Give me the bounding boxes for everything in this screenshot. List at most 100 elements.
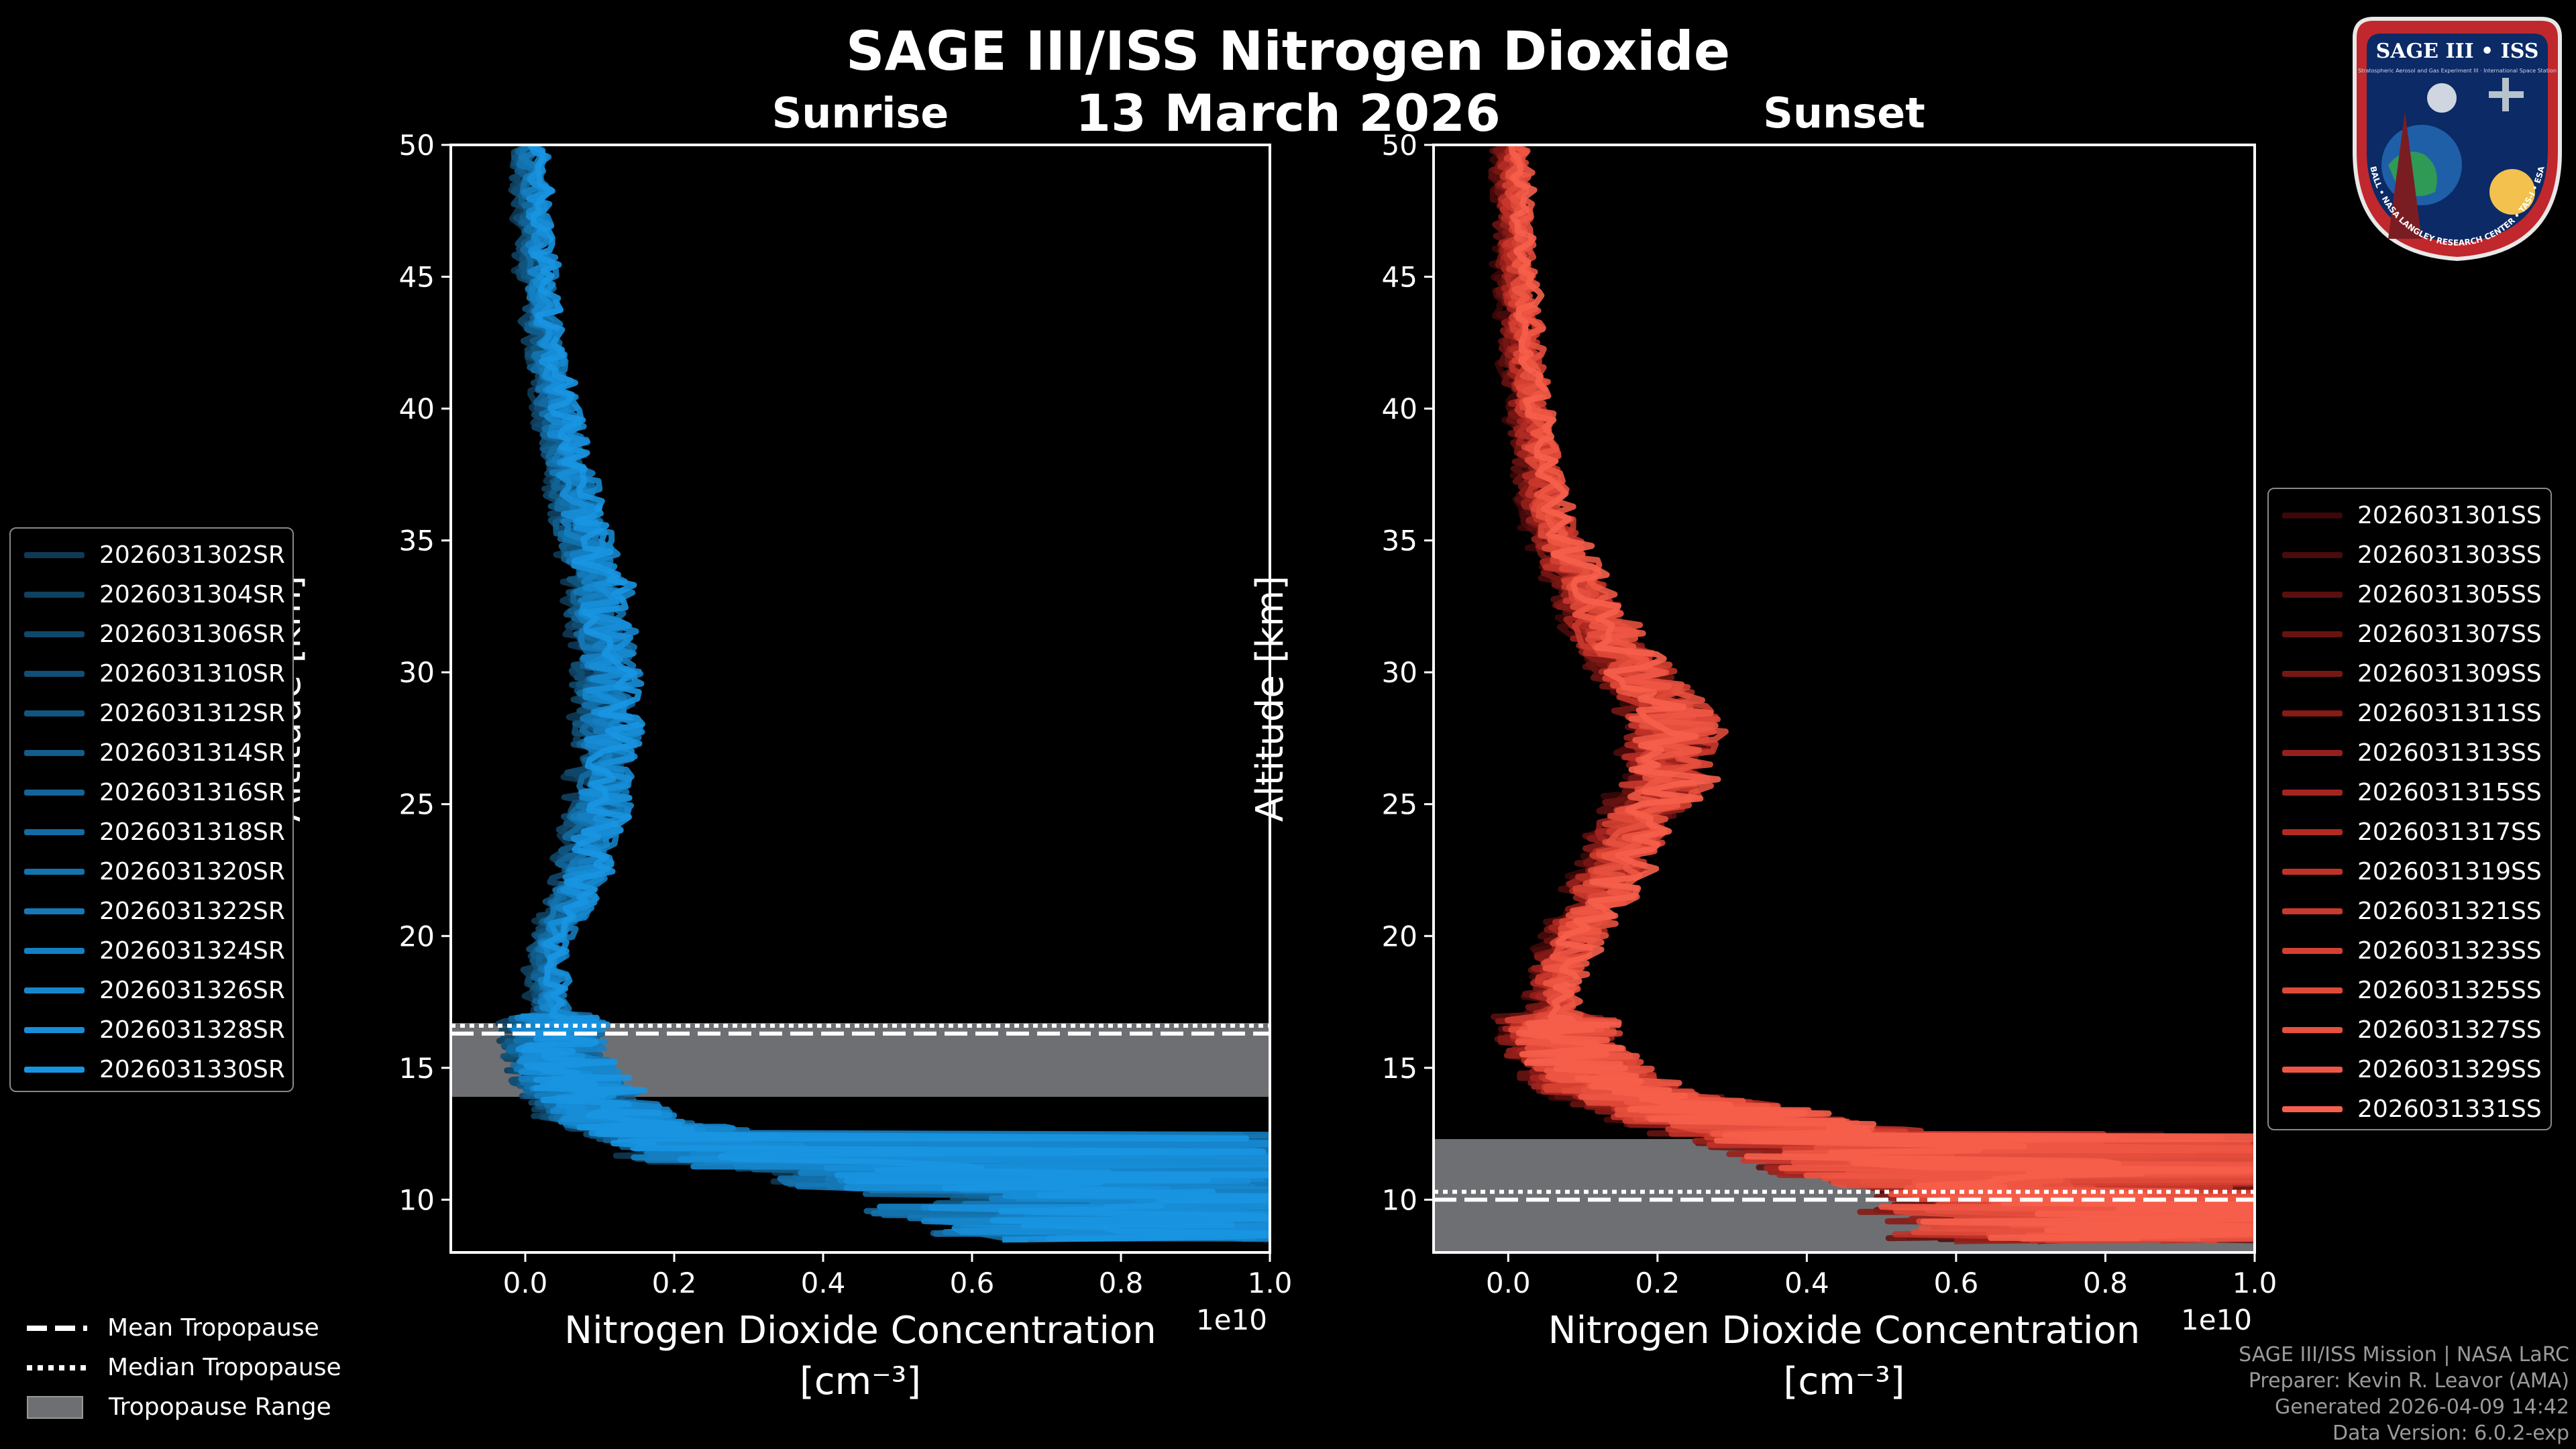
- tropopause-legend: Mean Tropopause Median Tropopause Tropop…: [20, 1308, 396, 1429]
- sunset-ytick-label: 35: [1382, 525, 1417, 557]
- sunset-legend-label: 2026031301SS: [2357, 502, 2542, 529]
- sunrise-legend-swatch: [24, 869, 85, 875]
- sunset-legend-label: 2026031319SS: [2357, 858, 2542, 885]
- sunset-legend-swatch: [2282, 592, 2343, 598]
- sunrise-ytick-label: 40: [399, 392, 435, 425]
- sunrise-legend-label: 2026031310SR: [99, 660, 285, 688]
- sunrise-ytick-label: 15: [399, 1052, 435, 1085]
- sunrise-legend-swatch: [24, 671, 85, 677]
- sunrise-xtick-label: 0.6: [950, 1267, 995, 1299]
- figure-title: SAGE III/ISS Nitrogen Dioxide: [845, 20, 1731, 83]
- sunrise-legend-swatch: [24, 552, 85, 558]
- sunrise-legend-item: 2026031304SR: [11, 575, 285, 614]
- sunrise-legend-item: 2026031318SR: [11, 812, 285, 852]
- sunset-legend-item: 2026031331SS: [2269, 1089, 2542, 1129]
- sunset-ytick-label: 10: [1382, 1183, 1417, 1216]
- sunrise-legend-item: 2026031322SR: [11, 892, 285, 931]
- sunset-legend-label: 2026031313SS: [2357, 739, 2542, 767]
- legend-tropopause-range: Tropopause Range: [20, 1387, 331, 1427]
- sage-iii-iss-mission-badge: SAGE III • ISS Stratospheric Aerosol and…: [2353, 17, 2562, 262]
- sunset-legend-swatch: [2282, 1067, 2343, 1073]
- figure-date: 13 March 2026: [1075, 83, 1501, 143]
- sunset-legend-label: 2026031329SS: [2357, 1056, 2542, 1083]
- sunset-legend-item: 2026031321SS: [2269, 892, 2542, 931]
- legend-mean-tropopause: Mean Tropopause: [20, 1308, 319, 1348]
- sunrise-legend-swatch: [24, 790, 85, 796]
- sunrise-legend-item: 2026031310SR: [11, 654, 285, 694]
- sunrise-legend-item: 2026031330SR: [11, 1050, 285, 1089]
- sunset-ytick-label: 15: [1382, 1052, 1417, 1085]
- sunset-xtick-label: 1.0: [2233, 1267, 2277, 1299]
- sunset-legend-item: 2026031313SS: [2269, 733, 2542, 773]
- sunrise-legend-item: 2026031302SR: [11, 535, 285, 575]
- dotted-line-icon: [27, 1364, 87, 1371]
- sunrise-legend: 2026031302SR 2026031304SR 2026031306SR 2026…: [9, 527, 294, 1092]
- sunset-xtick-label: 0.0: [1486, 1267, 1531, 1299]
- sunrise-legend-label: 2026031324SR: [99, 937, 285, 965]
- sunset-legend-item: 2026031301SS: [2269, 496, 2542, 535]
- sunset-legend-label: 2026031331SS: [2357, 1095, 2542, 1123]
- sunrise-xtick-label: 0.8: [1099, 1267, 1144, 1299]
- sunset-legend-label: 2026031325SS: [2357, 977, 2542, 1004]
- sunset-legend-label: 2026031303SS: [2357, 541, 2542, 569]
- credits-version: Data Version: 6.0.2-exp: [2332, 1421, 2569, 1445]
- sunrise-xtick-label: 0.4: [801, 1267, 846, 1299]
- robed-figure-icon: [2388, 111, 2422, 239]
- sunset-legend-item: 2026031307SS: [2269, 614, 2542, 654]
- sunset-legend-swatch: [2282, 1106, 2343, 1112]
- sunset-legend-label: 2026031305SS: [2357, 581, 2542, 608]
- sunset-legend-label: 2026031315SS: [2357, 779, 2542, 806]
- sunset-xtick-label: 0.8: [2083, 1267, 2128, 1299]
- sunset-legend-swatch: [2282, 948, 2343, 954]
- sunset-panel-title: Sunset: [1763, 89, 1925, 138]
- sunset-ytick-label: 20: [1382, 920, 1417, 953]
- sunrise-legend-item: 2026031320SR: [11, 852, 285, 892]
- sunrise-ytick-label: 30: [399, 656, 435, 689]
- sunrise-legend-item: 2026031328SR: [11, 1010, 285, 1050]
- credits-preparer: Preparer: Kevin R. Leavor (AMA): [2248, 1369, 2569, 1393]
- sunrise-legend-label: 2026031328SR: [99, 1016, 285, 1044]
- sunset-xtick-label: 0.6: [1934, 1267, 1979, 1299]
- credits-generated: Generated 2026-04-09 14:42: [2274, 1395, 2569, 1419]
- sunset-legend-label: 2026031327SS: [2357, 1016, 2542, 1044]
- sunrise-legend-swatch: [24, 829, 85, 835]
- sunrise-legend-label: 2026031306SR: [99, 621, 285, 648]
- sunset-ytick-label: 30: [1382, 656, 1417, 689]
- sunrise-ytick-label: 20: [399, 920, 435, 953]
- legend-range-label: Tropopause Range: [109, 1393, 331, 1421]
- sunset-legend-label: 2026031317SS: [2357, 818, 2542, 846]
- sunset-legend-item: 2026031327SS: [2269, 1010, 2542, 1050]
- sunset-ytick-label: 25: [1382, 788, 1417, 821]
- sunset-legend: 2026031301SS 2026031303SS 2026031305SS 2026…: [2267, 488, 2552, 1130]
- sunrise-legend-label: 2026031330SR: [99, 1056, 285, 1083]
- sunset-legend-swatch: [2282, 987, 2343, 994]
- sunset-legend-swatch: [2282, 631, 2343, 637]
- sunset-legend-label: 2026031321SS: [2357, 898, 2542, 925]
- sunset-legend-swatch: [2282, 671, 2343, 677]
- sunset-legend-label: 2026031307SS: [2357, 621, 2542, 648]
- sunrise-legend-item: 2026031314SR: [11, 733, 285, 773]
- sunset-axes-frame: [1432, 144, 2256, 1254]
- sunset-xlabel-units: [cm⁻³]: [1783, 1360, 1904, 1403]
- legend-median-label: Median Tropopause: [107, 1354, 341, 1381]
- sunset-xlabel: Nitrogen Dioxide Concentration: [1548, 1309, 2141, 1352]
- sunrise-ytick-label: 35: [399, 525, 435, 557]
- sunrise-legend-label: 2026031318SR: [99, 818, 285, 846]
- badge-title: SAGE III • ISS: [2376, 40, 2539, 63]
- sunrise-legend-swatch: [24, 1067, 85, 1073]
- sunrise-legend-swatch: [24, 987, 85, 994]
- sunrise-plot: 0.0 0.2 0.4 0.6 0.8 1.0 10 15 20 25 30 35 40 45 50 Sunr…: [266, 89, 1292, 1403]
- sunset-ylabel: Altitude [km]: [1248, 576, 1292, 822]
- sunset-legend-swatch: [2282, 552, 2343, 558]
- sunset-ytick-label: 50: [1382, 129, 1417, 162]
- sunrise-legend-label: 2026031320SR: [99, 858, 285, 885]
- sunrise-ytick-label: 25: [399, 788, 435, 821]
- sunrise-legend-label: 2026031316SR: [99, 779, 285, 806]
- sunset-legend-item: 2026031311SS: [2269, 694, 2542, 733]
- sunrise-xlabel-units: [cm⁻³]: [800, 1360, 921, 1403]
- sunrise-xlabel: Nitrogen Dioxide Concentration: [564, 1309, 1157, 1352]
- sunrise-legend-label: 2026031314SR: [99, 739, 285, 767]
- sunset-legend-swatch: [2282, 750, 2343, 756]
